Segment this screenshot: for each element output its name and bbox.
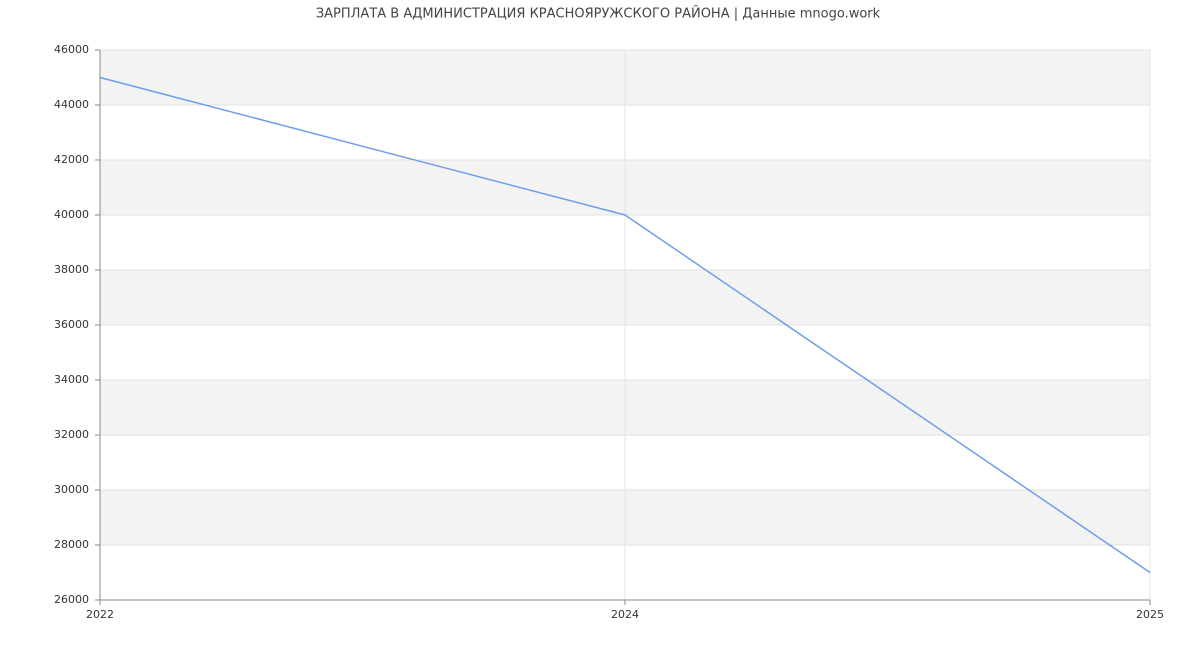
x-tick-label: 2022 (86, 608, 114, 621)
y-tick-label: 26000 (54, 593, 89, 606)
y-tick-label: 40000 (54, 208, 89, 221)
line (99, 76, 1151, 574)
y-tick-label: 36000 (54, 318, 89, 331)
y-tick-label: 28000 (54, 538, 89, 551)
y-tick-label: 42000 (54, 153, 89, 166)
y-tick-label: 46000 (54, 43, 89, 56)
y-tick-label: 34000 (54, 373, 89, 386)
y-tick-label: 38000 (54, 263, 89, 276)
y-tick-label: 32000 (54, 428, 89, 441)
y-tick-label: 44000 (54, 98, 89, 111)
x-tick-label: 2024 (611, 608, 639, 621)
y-tick-label: 30000 (54, 483, 89, 496)
chart-title: ЗАРПЛАТА В АДМИНИСТРАЦИЯ КРАСНОЯРУЖСКОГО… (316, 6, 881, 22)
x-tick-label: 2025 (1136, 608, 1164, 621)
